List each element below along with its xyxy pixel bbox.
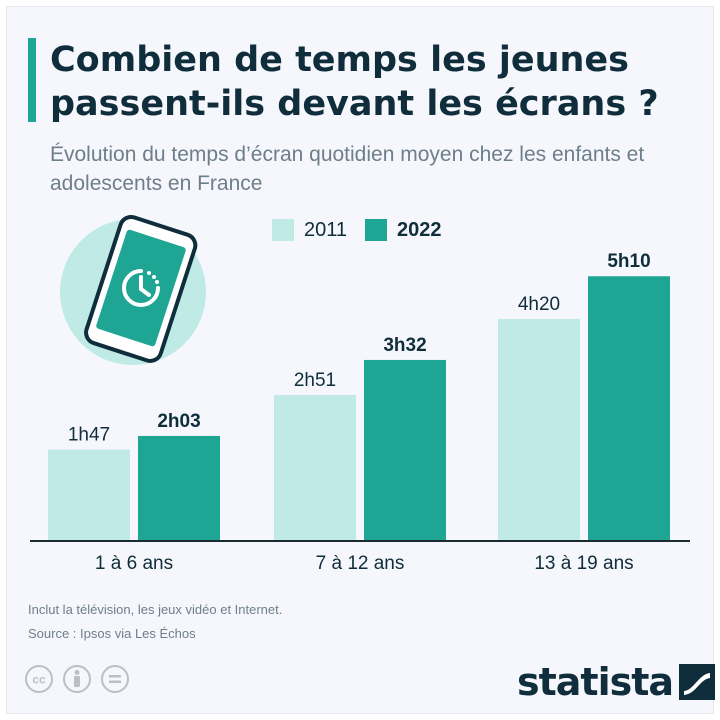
chart-subtitle: Évolution du temps d’écran quotidien moy… (50, 143, 645, 195)
bar-label-2022-3: 5h10 (607, 251, 650, 272)
no-derivatives-icon (101, 665, 129, 693)
license-icons: cc (24, 664, 138, 694)
bar-label-2022-2: 3h32 (383, 335, 426, 356)
category-label-1: 1 à 6 ans (95, 553, 173, 574)
legend-swatch-2011 (272, 219, 294, 241)
bars-layer: 1h47 2h03 2h51 3h32 4h20 5h10 (48, 251, 670, 541)
bar-2022-3 (588, 276, 670, 541)
bar-label-2011-2: 2h51 (294, 370, 336, 391)
category-labels-layer: 1 à 6 ans 7 à 12 ans 13 à 19 ans (95, 553, 634, 574)
statista-logo-icon (679, 664, 716, 700)
chart-title: Combien de temps les jeunes passent-ils … (50, 40, 659, 124)
category-label-2: 7 à 12 ans (316, 553, 405, 574)
statista-brand: statista (517, 660, 716, 704)
bar-2022-1 (138, 435, 220, 541)
svg-text:cc: cc (32, 673, 46, 687)
legend-label-2022: 2022 (397, 218, 442, 241)
smartphone-clock-icon (60, 214, 206, 365)
legend-item-2022: 2022 (365, 219, 442, 242)
legend-swatch-2022 (365, 219, 388, 241)
bar-2011-3 (498, 318, 580, 541)
footnote: Inclut la télévision, les jeux vidéo et … (28, 602, 283, 617)
brand-wordmark: statista (517, 660, 674, 704)
bar-label-2022-1: 2h03 (157, 411, 200, 432)
bar-2022-2 (364, 359, 446, 541)
bar-label-2011-1: 1h47 (68, 425, 110, 446)
bar-2011-2 (274, 394, 356, 541)
legend-label-2011: 2011 (304, 218, 348, 241)
category-label-3: 13 à 19 ans (534, 553, 633, 574)
legend-item-2011: 2011 (272, 219, 347, 242)
creative-commons-icon: cc (25, 665, 53, 693)
bar-2011-1 (48, 449, 130, 541)
attribution-icon (63, 665, 91, 693)
title-accent-bar (28, 38, 36, 122)
legend: 2011 2022 (272, 218, 460, 242)
source-note: Source : Ipsos via Les Échos (28, 626, 196, 641)
bar-label-2011-3: 4h20 (518, 294, 560, 315)
